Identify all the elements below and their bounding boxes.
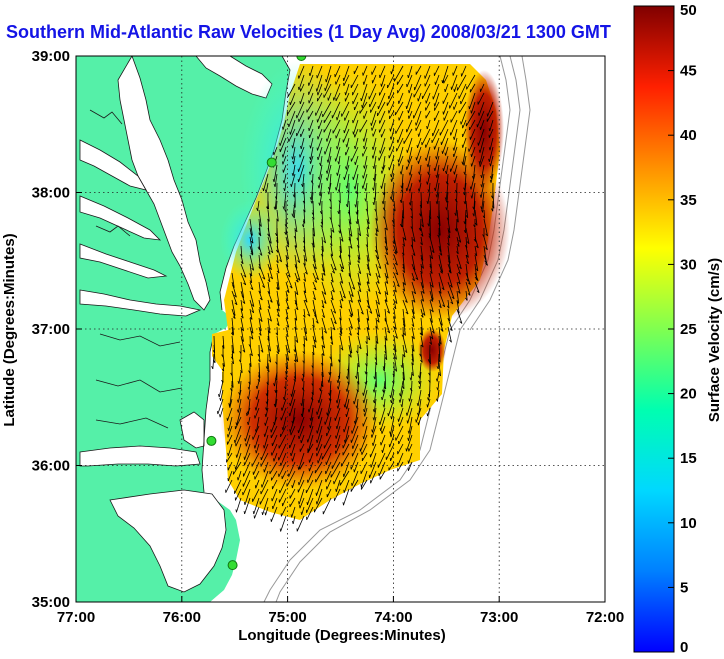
grid-lines — [76, 56, 605, 602]
colorbar-tick-label: 40 — [680, 127, 697, 144]
colorbar-tick-label: 45 — [680, 63, 697, 80]
colorbar-scale — [633, 5, 675, 653]
y-tick-label: 38:00 — [32, 185, 70, 202]
velocity-field — [211, 60, 510, 532]
x-tick-label: 76:00 — [163, 609, 201, 626]
x-tick-label: 74:00 — [374, 609, 412, 626]
chesapeake-bay — [117, 56, 211, 311]
york-river — [79, 243, 168, 279]
water-features — [79, 56, 273, 593]
y-tick-label: 35:00 — [32, 594, 70, 611]
velocity-vectors — [211, 65, 495, 532]
land-layer — [76, 56, 290, 602]
colorbar-tick-label: 25 — [680, 321, 697, 338]
radar-stations — [206, 56, 307, 571]
x-tick-label: 75:00 — [268, 609, 306, 626]
colorbar-tick-label: 35 — [680, 192, 697, 209]
x-axis-ticks: 77:00 76:00 75:00 74:00 73:00 72:00 — [57, 596, 624, 626]
x-tick-label: 73:00 — [480, 609, 518, 626]
colorbar-tick-label: 15 — [680, 450, 697, 467]
albemarle-sound — [79, 445, 201, 467]
fast-region-south — [220, 350, 380, 490]
rappahannock-river — [79, 195, 162, 241]
x-tick-label: 72:00 — [586, 609, 624, 626]
pamlico-sound — [109, 489, 227, 593]
colorbar-tick-label: 0 — [680, 639, 688, 656]
x-axis-label: Longitude (Degrees:Minutes) — [238, 627, 446, 644]
land-delmarva — [76, 56, 290, 602]
colorbar-tick-label: 20 — [680, 386, 697, 403]
colorbar: 0 5 10 15 20 25 30 35 40 45 50 Surface Velocity (c… — [633, 2, 723, 656]
station-marker — [266, 157, 277, 168]
x-tick-label: 77:00 — [57, 609, 95, 626]
slow-region-west — [220, 200, 280, 280]
y-tick-label: 37:00 — [32, 321, 70, 338]
james-river — [79, 289, 202, 317]
bathymetry-contours — [263, 56, 531, 602]
y-tick-label: 39:00 — [32, 48, 70, 65]
y-axis-label: Latitude (Degrees:Minutes) — [1, 233, 18, 426]
y-axis-ticks: 39:00 38:00 37:00 36:00 35:00 — [32, 48, 82, 611]
station-marker — [227, 560, 238, 571]
colorbar-tick-label: 30 — [680, 256, 697, 273]
potomac-river — [79, 139, 147, 191]
colorbar-tick-label: 50 — [680, 2, 697, 19]
colorbar-tick-label: 5 — [680, 579, 688, 596]
colorbar-tick-label: 10 — [680, 515, 697, 532]
map-title: Southern Mid-Atlantic Raw Velocities (1 … — [6, 22, 611, 42]
station-marker — [206, 435, 217, 446]
colorbar-label: Surface Velocity (cm/s) — [706, 258, 723, 422]
station-marker — [296, 56, 307, 61]
y-tick-label: 36:00 — [32, 458, 70, 475]
colorbar-ticks: 0 5 10 15 20 25 30 35 40 45 50 — [668, 2, 697, 656]
